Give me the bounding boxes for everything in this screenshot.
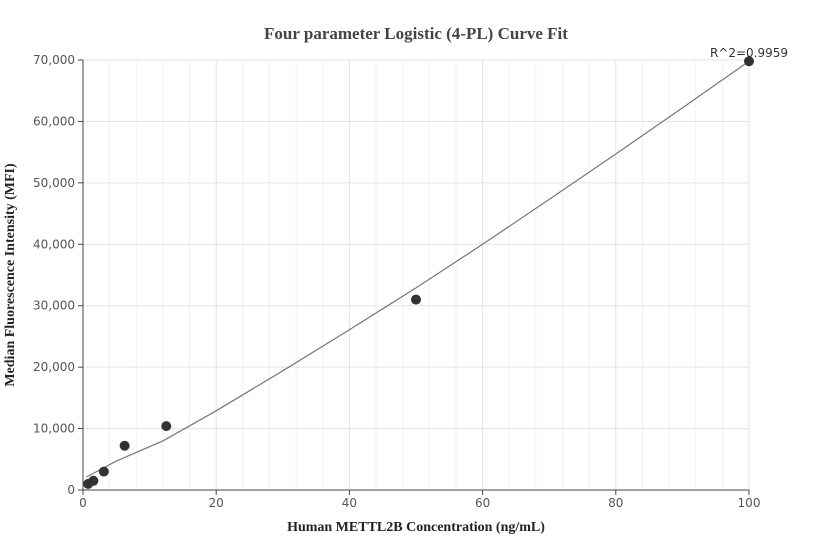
y-tick-label: 70,000 [33,53,75,67]
data-point [119,440,130,451]
y-tick-label: 20,000 [33,360,75,374]
r-squared-annotation: R^2=0.9959 [710,46,788,60]
x-tick-label: 20 [209,496,224,510]
x-tick-label: 60 [475,496,490,510]
fit-curve [86,60,750,478]
x-tick-label: 0 [79,496,87,510]
x-tick-label: 80 [608,496,623,510]
major-gridlines [83,59,750,490]
data-point [411,294,421,305]
y-tick-label: 40,000 [33,237,75,251]
x-axis-title: Human METTL2B Concentration (ng/mL) [287,520,545,535]
data-points [83,56,754,489]
y-tick-label: 60,000 [33,114,75,128]
axes [82,60,749,491]
y-axis-title: Median Fluorescence Intensity (MFI) [3,163,18,387]
data-point [161,421,172,432]
y-axis-ticks: 0 10,000 20,000 30,000 40,000 50,000 60,000 70,… [33,53,83,497]
x-tick-label: 100 [738,496,761,510]
y-tick-label: 50,000 [33,176,75,190]
minor-gridlines [109,60,723,490]
data-point [744,56,754,67]
y-tick-label: 0 [67,483,75,497]
data-point [98,466,109,477]
chart-title: Four parameter Logistic (4-PL) Curve Fit [264,24,568,43]
data-point [88,475,99,486]
y-tick-label: 30,000 [33,299,75,313]
x-axis-ticks: 0 20 40 60 80 100 [79,490,760,510]
y-tick-label: 10,000 [33,422,75,436]
x-tick-label: 40 [342,496,357,510]
fit-curve-group [86,60,750,478]
